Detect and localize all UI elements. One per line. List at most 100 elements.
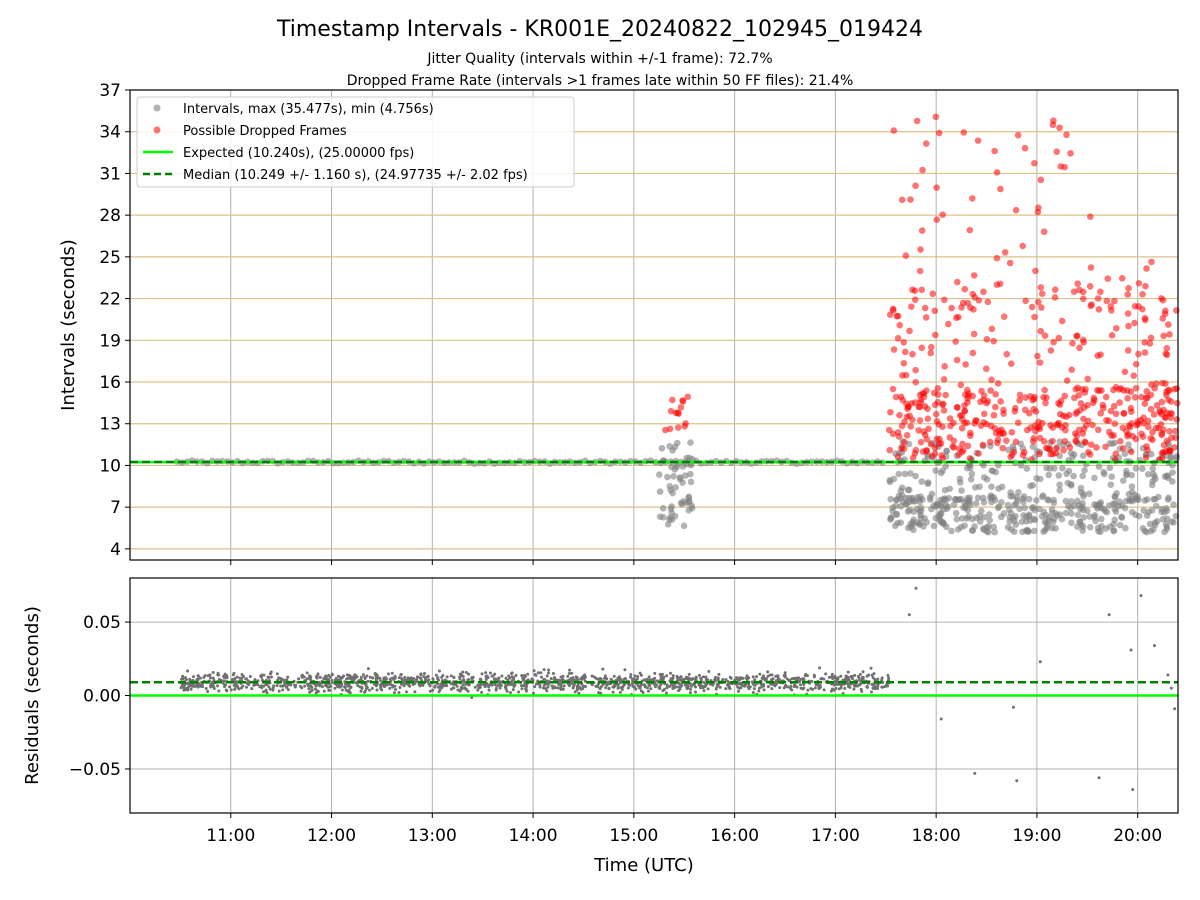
interval-point xyxy=(1125,441,1132,448)
residual-point xyxy=(467,672,471,676)
residual-point xyxy=(799,686,803,690)
dropped-frame-point xyxy=(962,361,969,368)
residual-point xyxy=(366,667,370,671)
dropped-frame-point xyxy=(922,314,930,321)
residual-point xyxy=(491,674,495,678)
dropped-frame-point xyxy=(947,422,954,430)
residual-point xyxy=(375,688,379,692)
residual-point xyxy=(668,671,672,675)
dropped-frame-point xyxy=(971,420,978,427)
residual-point xyxy=(620,687,624,691)
dropped-frame-point xyxy=(1093,444,1100,451)
top-y-axis-label: Intervals (seconds) xyxy=(58,239,79,411)
interval-point xyxy=(886,478,894,486)
residual-point xyxy=(701,675,705,679)
dropped-frame-point xyxy=(980,392,988,399)
interval-point xyxy=(1014,497,1021,504)
interval-point xyxy=(1139,524,1147,532)
dropped-frame-point xyxy=(1112,383,1120,391)
dropped-frame-point xyxy=(960,129,968,136)
residual-point xyxy=(640,683,644,687)
dropped-frame-point xyxy=(1089,421,1096,429)
residual-point xyxy=(880,685,884,689)
dropped-frame-point xyxy=(1050,338,1057,346)
residual-point xyxy=(831,677,835,681)
top-y-tick-label: 37 xyxy=(99,81,121,101)
residual-point xyxy=(594,684,598,688)
dropped-frame-point xyxy=(666,425,674,433)
dropped-frame-point xyxy=(944,320,952,328)
residual-point xyxy=(713,675,717,679)
dropped-frame-point xyxy=(1098,387,1105,394)
interval-point xyxy=(1149,465,1157,472)
interval-point xyxy=(1113,490,1120,497)
interval-point xyxy=(676,475,684,483)
dropped-frame-point xyxy=(934,384,942,392)
dropped-frame-point xyxy=(1063,377,1071,384)
residual-point xyxy=(747,687,751,691)
interval-point xyxy=(1097,528,1104,536)
dropped-frame-point xyxy=(1058,423,1066,431)
residual-point xyxy=(403,676,407,680)
dropped-frame-point xyxy=(1075,426,1083,434)
residual-point xyxy=(241,684,245,688)
residual-point xyxy=(603,674,607,678)
residual-point xyxy=(772,683,776,687)
residual-point xyxy=(539,675,543,679)
interval-point xyxy=(960,498,968,506)
dropped-frame-point xyxy=(974,137,982,144)
x-tick-label: 13:00 xyxy=(408,826,457,846)
residual-point xyxy=(452,686,456,690)
interval-point xyxy=(664,520,672,528)
dropped-frame-point xyxy=(1119,445,1127,452)
residual-point xyxy=(411,683,415,687)
dropped-frame-point xyxy=(1127,404,1135,412)
interval-point xyxy=(952,509,960,517)
dropped-frame-point xyxy=(1028,303,1036,311)
dropped-frame-point xyxy=(970,272,978,279)
interval-point xyxy=(1140,507,1147,514)
residual-point xyxy=(494,688,498,692)
residual-point xyxy=(334,676,338,680)
dropped-frame-point xyxy=(890,346,898,353)
interval-point xyxy=(994,461,1002,469)
dropped-frame-point xyxy=(912,366,919,374)
residual-point xyxy=(647,683,651,687)
residual-point xyxy=(232,671,236,675)
interval-point xyxy=(1086,523,1094,531)
interval-point xyxy=(1116,521,1124,529)
interval-point xyxy=(924,479,932,486)
residual-point xyxy=(601,667,605,671)
residual-point xyxy=(622,677,626,681)
legend-label: Expected (10.240s), (25.00000 fps) xyxy=(183,146,414,161)
residual-point xyxy=(335,683,339,687)
residual-point xyxy=(343,680,347,684)
residual-point xyxy=(344,688,348,692)
x-tick-label: 15:00 xyxy=(609,826,658,846)
interval-point xyxy=(1100,468,1108,476)
residual-point xyxy=(318,675,322,679)
residual-point xyxy=(354,674,358,678)
dropped-frame-point xyxy=(1166,428,1173,435)
residual-point xyxy=(745,674,749,678)
interval-point xyxy=(950,501,958,508)
dropped-frame-point xyxy=(1146,340,1154,347)
interval-point xyxy=(1045,496,1052,504)
dropped-frame-point xyxy=(1090,394,1098,402)
residual-outlier-point xyxy=(914,586,918,590)
interval-point xyxy=(1059,464,1066,472)
dropped-frame-point xyxy=(1135,303,1142,310)
residual-point xyxy=(186,669,190,673)
interval-point xyxy=(1079,527,1086,534)
residual-point xyxy=(835,683,839,687)
dropped-frame-point xyxy=(1158,431,1166,439)
dropped-frame-point xyxy=(886,311,894,318)
residual-point xyxy=(308,676,312,680)
dropped-frame-point xyxy=(930,389,938,397)
residual-point xyxy=(365,674,369,678)
interval-point xyxy=(1045,471,1052,479)
interval-point xyxy=(1076,518,1083,525)
dropped-frame-point xyxy=(1080,415,1087,423)
residual-point xyxy=(268,687,272,691)
interval-point xyxy=(1079,503,1086,511)
